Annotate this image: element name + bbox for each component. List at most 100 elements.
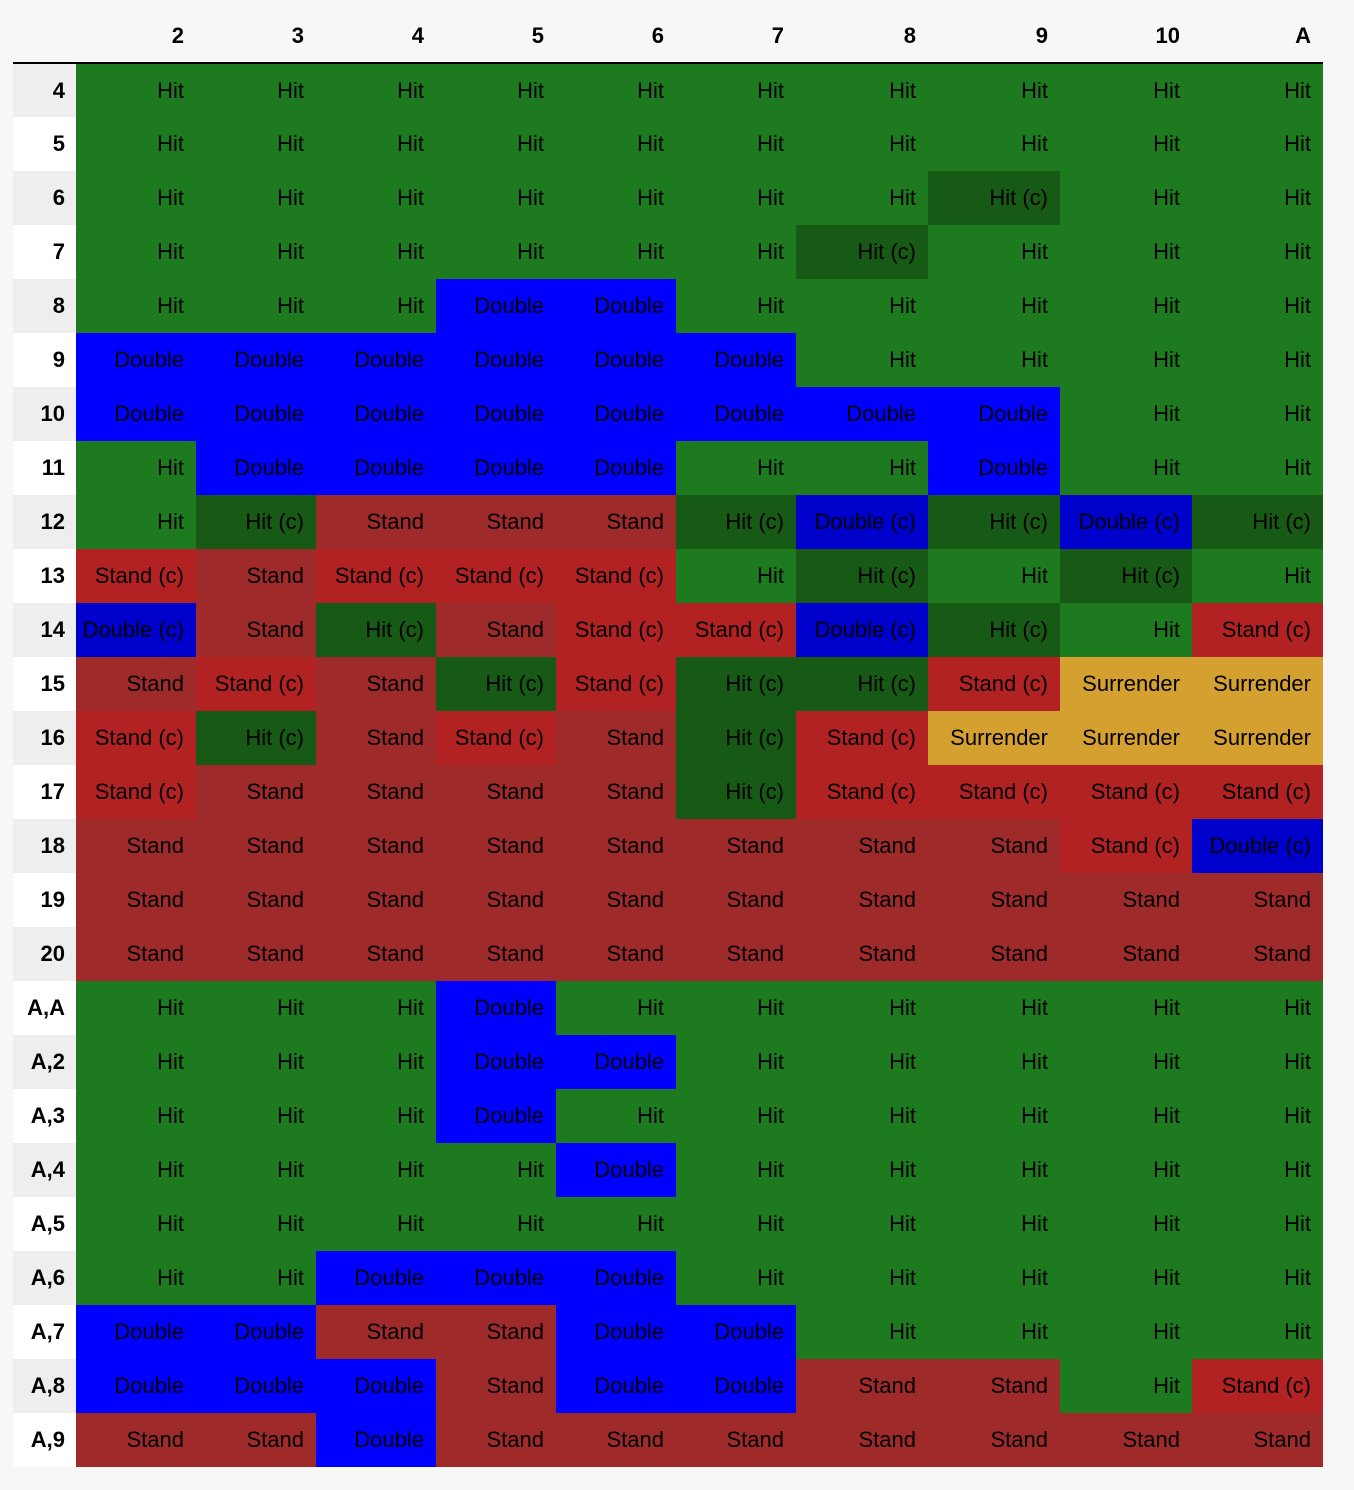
strategy-cell: Stand [76,873,196,927]
strategy-cell: Hit [1192,441,1323,495]
strategy-cell: Hit [76,171,196,225]
row-header: 19 [13,873,76,927]
row-header: A,7 [13,1305,76,1359]
strategy-cell: Hit [196,63,316,117]
strategy-cell: Stand (c) [1060,765,1192,819]
strategy-cell: Stand [1192,1413,1323,1467]
strategy-cell: Hit [1192,1143,1323,1197]
table-row: A,3 Hit Hit Hit Double Hit Hit Hit Hit Hit Hit [13,1089,1323,1143]
strategy-cell: Hit (c) [316,603,436,657]
strategy-cell: Hit [1192,117,1323,171]
strategy-cell: Hit [1192,1197,1323,1251]
strategy-cell: Hit [76,63,196,117]
strategy-cell: Hit [316,1197,436,1251]
strategy-cell: Hit [556,981,676,1035]
row-header: A,9 [13,1413,76,1467]
strategy-cell: Stand [676,873,796,927]
strategy-cell: Stand (c) [1192,1359,1323,1413]
table-row: 19 Stand Stand Stand Stand Stand Stand Stand Sta… [13,873,1323,927]
strategy-cell: Stand [1192,927,1323,981]
strategy-cell: Stand [316,765,436,819]
strategy-cell: Hit [196,117,316,171]
strategy-cell: Hit [796,1251,928,1305]
strategy-cell: Hit [1060,387,1192,441]
table-body: 4 Hit Hit Hit Hit Hit Hit Hit Hit Hit Hit 5 Hit Hit Hi… [13,63,1323,1467]
row-header: 15 [13,657,76,711]
strategy-cell: Hit [676,549,796,603]
strategy-cell: Hit [76,981,196,1035]
strategy-cell: Hit [76,441,196,495]
row-header: A,A [13,981,76,1035]
table-row: A,A Hit Hit Hit Double Hit Hit Hit Hit Hit Hit [13,981,1323,1035]
strategy-cell: Hit (c) [928,171,1060,225]
strategy-cell: Stand [196,549,316,603]
strategy-cell: Double (c) [1060,495,1192,549]
strategy-cell: Stand [196,873,316,927]
row-header: 11 [13,441,76,495]
strategy-cell: Hit [1060,333,1192,387]
row-header: 20 [13,927,76,981]
strategy-cell: Hit [1060,279,1192,333]
strategy-cell: Double [556,1359,676,1413]
strategy-cell: Stand [1060,873,1192,927]
strategy-cell: Hit (c) [796,657,928,711]
strategy-cell: Stand (c) [316,549,436,603]
strategy-cell: Stand (c) [196,657,316,711]
strategy-cell: Hit [556,63,676,117]
strategy-cell: Stand [316,927,436,981]
strategy-cell: Hit [928,117,1060,171]
table-row: 7 Hit Hit Hit Hit Hit Hit Hit (c) Hit Hit Hit [13,225,1323,279]
strategy-cell: Stand (c) [928,765,1060,819]
strategy-cell: Hit [1060,981,1192,1035]
strategy-cell: Hit [928,63,1060,117]
strategy-cell: Surrender [1060,657,1192,711]
strategy-cell: Hit [1060,603,1192,657]
strategy-cell: Double (c) [1192,819,1323,873]
row-header: 17 [13,765,76,819]
strategy-cell: Stand [928,1413,1060,1467]
strategy-cell: Hit [1060,1197,1192,1251]
row-header: 18 [13,819,76,873]
strategy-cell: Double [76,387,196,441]
strategy-cell: Stand [316,1305,436,1359]
strategy-cell: Double [76,1305,196,1359]
strategy-cell: Stand [928,873,1060,927]
strategy-cell: Hit [676,1143,796,1197]
strategy-cell: Stand [316,711,436,765]
strategy-cell: Stand [76,927,196,981]
strategy-cell: Hit [676,1251,796,1305]
strategy-cell: Hit [316,981,436,1035]
strategy-cell: Stand (c) [556,603,676,657]
column-header-dealer-3: 3 [196,9,316,64]
strategy-cell: Stand (c) [928,657,1060,711]
strategy-cell: Hit [316,279,436,333]
strategy-cell: Hit [928,225,1060,279]
strategy-cell: Hit [316,1143,436,1197]
strategy-cell: Stand [436,873,556,927]
column-header-dealer-4: 4 [316,9,436,64]
strategy-cell: Stand [556,1413,676,1467]
strategy-cell: Stand (c) [796,711,928,765]
strategy-cell: Double [556,279,676,333]
strategy-cell: Stand [76,819,196,873]
strategy-cell: Double [436,1089,556,1143]
strategy-cell: Stand [928,819,1060,873]
strategy-cell: Hit [436,225,556,279]
strategy-cell: Hit [1192,549,1323,603]
strategy-cell: Stand [196,1413,316,1467]
strategy-cell: Stand [436,603,556,657]
strategy-cell: Stand [436,927,556,981]
strategy-cell: Hit [556,117,676,171]
strategy-cell: Double [796,387,928,441]
strategy-cell: Hit [796,1143,928,1197]
strategy-cell: Hit [796,171,928,225]
strategy-cell: Stand [76,657,196,711]
strategy-cell: Stand (c) [796,765,928,819]
strategy-cell: Hit [928,1143,1060,1197]
strategy-cell: Hit [676,225,796,279]
strategy-cell: Stand (c) [1060,819,1192,873]
strategy-cell: Hit [76,1035,196,1089]
strategy-cell: Hit [196,225,316,279]
strategy-cell: Hit [316,225,436,279]
strategy-cell: Hit [76,1143,196,1197]
